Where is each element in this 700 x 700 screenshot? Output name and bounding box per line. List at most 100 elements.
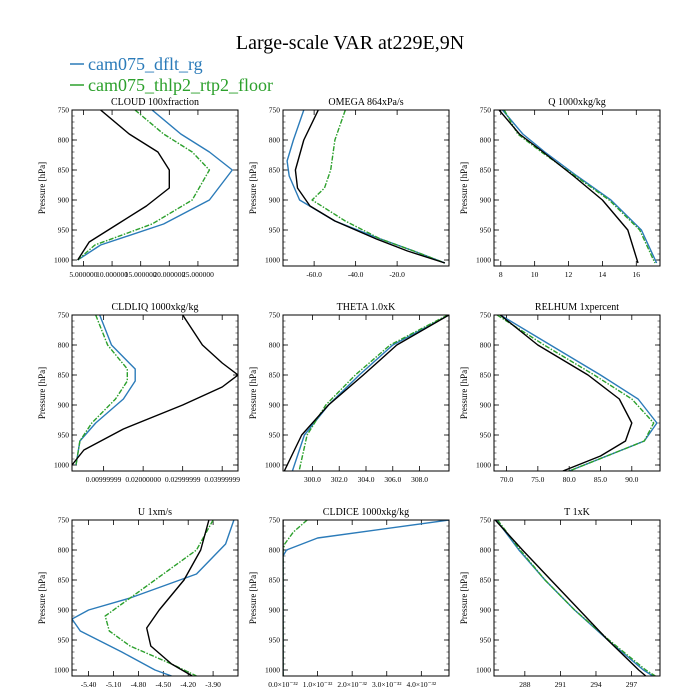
series-line-floor xyxy=(497,520,656,676)
series-line-dflt xyxy=(77,110,233,261)
y-tick-label: 750 xyxy=(480,311,492,320)
y-tick-label: 850 xyxy=(269,166,281,175)
y-tick-label: 900 xyxy=(269,606,281,615)
x-tick-label: 80.0 xyxy=(563,475,576,484)
panel-3: Q 1000xkg/kg Pressure [hPa] 750 800 850 900 95… xyxy=(459,97,661,279)
y-tick-label: 750 xyxy=(58,516,70,525)
legend-label-1: cam075_thlp2_rtp2_floor xyxy=(88,75,273,95)
x-tick-label: 304.0 xyxy=(358,475,375,484)
x-tick-label: 308.0 xyxy=(411,475,428,484)
x-tick-label: -40.0 xyxy=(348,270,364,279)
series-line-floor xyxy=(503,110,656,264)
y-tick-label: 850 xyxy=(480,166,492,175)
y-tick-label: 950 xyxy=(480,636,492,645)
x-tick-label: -5.40 xyxy=(81,680,97,689)
plot-frame xyxy=(71,109,239,267)
x-tick-label: 3.0×10⁻³² xyxy=(372,680,402,689)
x-tick-label: 85.0 xyxy=(594,475,607,484)
y-tick-label: 950 xyxy=(480,431,492,440)
y-tick-label: 850 xyxy=(269,371,281,380)
x-tick-label: -3.90 xyxy=(205,680,221,689)
y-tick-label: 850 xyxy=(58,576,70,585)
y-tick-label: 950 xyxy=(58,226,70,235)
series-line-dflt xyxy=(283,520,449,676)
x-tick-label: -5.10 xyxy=(106,680,122,689)
series-line-dflt xyxy=(499,315,658,471)
series-line-dflt xyxy=(501,110,658,264)
series-line-black xyxy=(498,110,639,264)
y-tick-label: 850 xyxy=(480,576,492,585)
y-tick-label: 950 xyxy=(269,226,281,235)
y-tick-label: 1000 xyxy=(54,256,69,265)
x-tick-label: -4.80 xyxy=(131,680,147,689)
x-tick-label: 4.0×10⁻³² xyxy=(407,680,437,689)
plot-frame xyxy=(71,314,239,472)
x-tick-label: 12 xyxy=(565,270,573,279)
x-tick-label: 306.0 xyxy=(384,475,401,484)
x-tick-label: 291 xyxy=(555,680,567,689)
y-tick-label: 800 xyxy=(58,341,70,350)
y-tick-label: 900 xyxy=(480,196,492,205)
y-tick-label: 750 xyxy=(58,106,70,115)
y-tick-label: 950 xyxy=(58,636,70,645)
panel-2: OMEGA 864xPa/s Pressure [hPa] 750 800 850 900… xyxy=(248,97,450,279)
x-tick-label: 297 xyxy=(626,680,638,689)
y-tick-label: 900 xyxy=(269,401,281,410)
y-tick-label: 800 xyxy=(480,136,492,145)
y-tick-label: 850 xyxy=(269,576,281,585)
panel-title: U 1xm/s xyxy=(138,507,172,518)
plot-frame xyxy=(493,109,661,267)
y-tick-label: 800 xyxy=(269,341,281,350)
panel-title: CLDICE 1000xkg/kg xyxy=(323,507,409,518)
panel-5: THETA 1.0xK Pressure [hPa] 750 800 850 900 950… xyxy=(248,302,450,484)
x-tick-label: 14 xyxy=(599,270,607,279)
y-tick-label: 1000 xyxy=(476,256,491,265)
series-line-floor xyxy=(75,315,128,466)
y-tick-label: 1000 xyxy=(476,666,491,675)
y-tick-label: 750 xyxy=(269,311,281,320)
y-tick-label: 800 xyxy=(269,546,281,555)
panel-6: RELHUM 1xpercent Pressure [hPa] 750 800 850 9… xyxy=(459,302,661,484)
panel-7: U 1xm/s Pressure [hPa] 750 800 850 900 950 1000… xyxy=(37,507,239,689)
panel-title: OMEGA 864xPa/s xyxy=(328,97,403,108)
series-line-black xyxy=(494,520,647,676)
y-axis-label: Pressure [hPa] xyxy=(459,367,469,419)
y-tick-label: 800 xyxy=(58,136,70,145)
y-tick-label: 1000 xyxy=(265,461,280,470)
x-tick-label: 0.02000000 xyxy=(125,475,161,484)
series-line-black xyxy=(72,315,238,466)
x-tick-label: -60.0 xyxy=(306,270,322,279)
plot-frame xyxy=(282,109,450,267)
y-tick-label: 800 xyxy=(58,546,70,555)
y-tick-label: 750 xyxy=(58,311,70,320)
x-tick-label: 16 xyxy=(633,270,641,279)
series-line-floor xyxy=(104,520,214,676)
series-line-floor xyxy=(496,315,655,471)
y-tick-label: 900 xyxy=(480,606,492,615)
series-line-floor xyxy=(298,315,449,471)
plot-frame xyxy=(282,519,450,677)
y-tick-label: 850 xyxy=(58,166,70,175)
y-tick-label: 850 xyxy=(480,371,492,380)
panel-9: T 1xK Pressure [hPa] 750 800 850 900 950 1000 28… xyxy=(459,507,661,689)
panel-title: Q 1000xkg/kg xyxy=(548,97,606,108)
y-tick-label: 950 xyxy=(269,636,281,645)
plot-frame xyxy=(71,519,239,677)
series-line-dflt xyxy=(495,520,654,676)
plot-frame xyxy=(282,314,450,472)
x-tick-label: 0.03999999 xyxy=(204,475,240,484)
y-tick-label: 900 xyxy=(58,196,70,205)
figure-title: Large-scale VAR at229E,9N xyxy=(236,32,464,54)
series-line-black xyxy=(283,315,449,471)
x-tick-label: 294 xyxy=(590,680,602,689)
x-tick-label: 15.000000 xyxy=(125,270,157,279)
y-tick-label: 1000 xyxy=(54,461,69,470)
x-tick-label: 20.000000 xyxy=(153,270,185,279)
panel-title: T 1xK xyxy=(564,507,590,518)
plot-frame xyxy=(493,519,661,677)
y-axis-label: Pressure [hPa] xyxy=(248,162,258,214)
x-tick-label: 302.0 xyxy=(331,475,348,484)
x-tick-label: 1.0×10⁻³² xyxy=(303,680,333,689)
